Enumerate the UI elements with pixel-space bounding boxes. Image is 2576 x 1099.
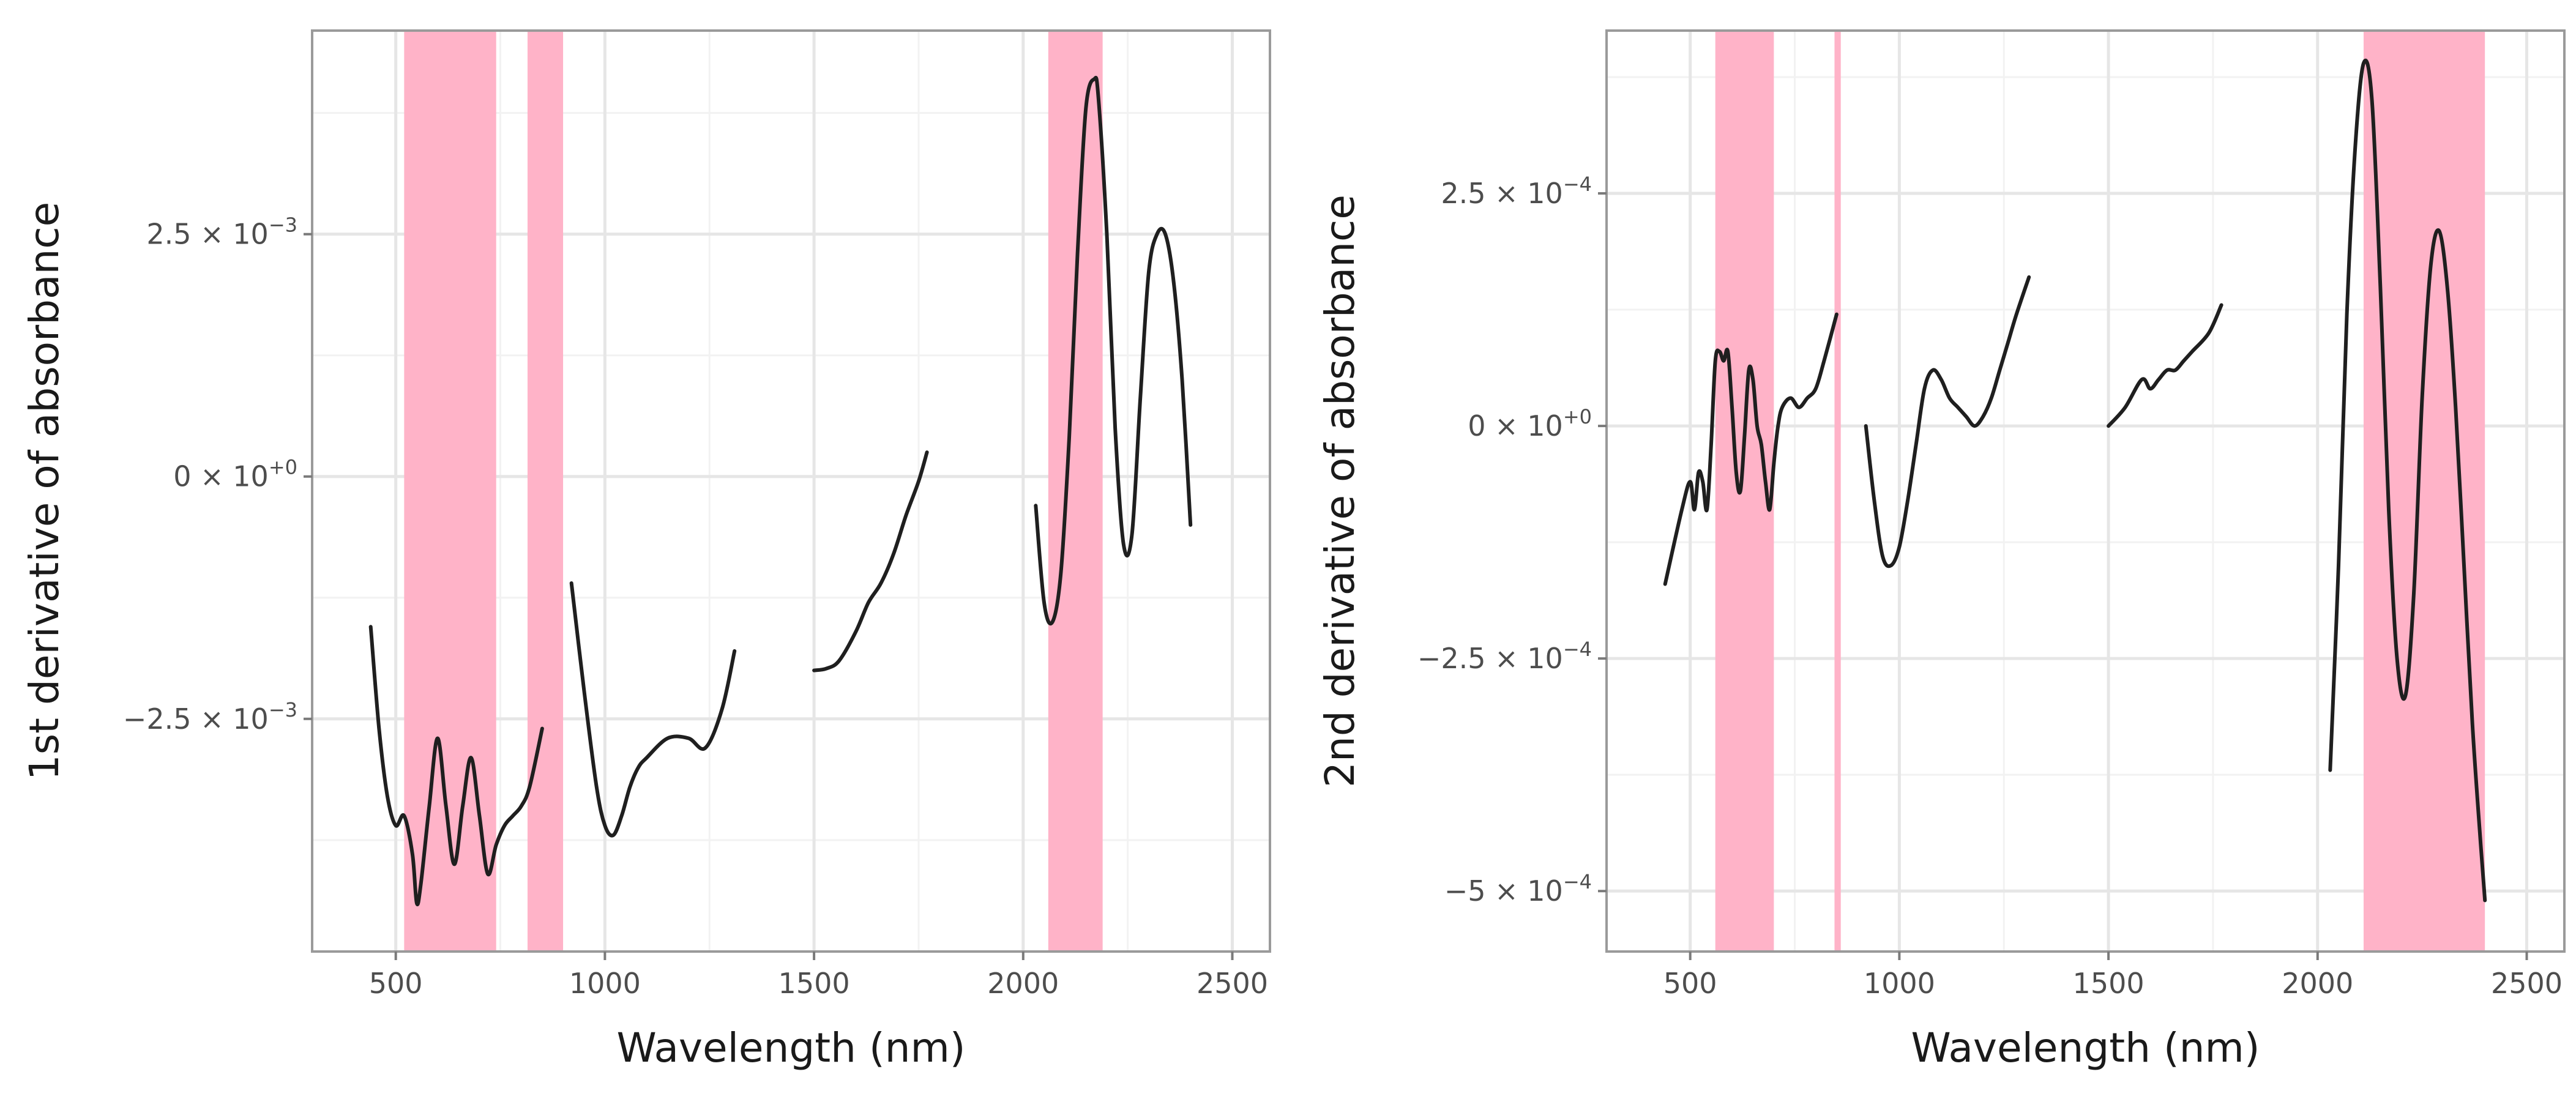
y-tick-label: 2.5 × 10−3 bbox=[146, 214, 297, 251]
y-tick-label: 0 × 10+0 bbox=[1468, 405, 1592, 442]
series-line-segment-2 bbox=[569, 581, 737, 838]
highlight-band bbox=[1715, 31, 1774, 952]
x-axis-title: Wavelength (nm) bbox=[616, 1024, 965, 1071]
panel-border bbox=[1605, 29, 2566, 953]
highlight-band bbox=[527, 31, 564, 952]
x-tick-label: 1000 bbox=[569, 967, 641, 1000]
x-axis-title: Wavelength (nm) bbox=[1911, 1024, 2260, 1071]
series-line-segment-3 bbox=[2107, 303, 2223, 428]
y-tick-label: 0 × 10+0 bbox=[173, 456, 297, 493]
y-axis-title: 1st derivative of absorbance bbox=[21, 202, 68, 780]
x-tick-label: 2500 bbox=[2491, 967, 2563, 1000]
x-tick-label: 2500 bbox=[1197, 967, 1268, 1000]
x-tick-label: 2000 bbox=[987, 967, 1059, 1000]
highlight-band bbox=[1048, 31, 1103, 952]
x-tick-label: 1500 bbox=[778, 967, 850, 1000]
series-line-segment-1 bbox=[1663, 312, 1839, 586]
series-line-segment-4 bbox=[1034, 75, 1193, 626]
x-tick-label: 1000 bbox=[1864, 967, 1935, 1000]
x-tick-label: 500 bbox=[369, 967, 423, 1000]
panel-border bbox=[311, 29, 1271, 953]
y-axis-title: 2nd derivative of absorbance bbox=[1316, 195, 1364, 788]
y-tick-label: −5 × 10−4 bbox=[1444, 870, 1592, 907]
chart-2nd-derivative: 500 1000 1500 2000 2500 −5 × 10−4 −2.5 × 10−4 0… bbox=[1316, 29, 2566, 1071]
x-tick-label: 2000 bbox=[2282, 967, 2353, 1000]
x-tick-label: 500 bbox=[1663, 967, 1717, 1000]
y-tick-label: −2.5 × 10−4 bbox=[1417, 638, 1592, 675]
highlight-band bbox=[2363, 31, 2485, 952]
series-line-segment-1 bbox=[368, 625, 544, 906]
highlight-band bbox=[404, 31, 496, 952]
y-tick-label: −2.5 × 10−3 bbox=[123, 698, 297, 736]
series-line-segment-3 bbox=[812, 450, 929, 672]
y-tick-label: 2.5 × 10−4 bbox=[1441, 173, 1592, 210]
series-line-segment-4 bbox=[2328, 58, 2487, 903]
chart-1st-derivative: 500 1000 1500 2000 2500 −2.5 × 10−3 0 × 10+0 2.… bbox=[21, 29, 1271, 1071]
x-tick-label: 1500 bbox=[2073, 967, 2145, 1000]
highlight-band bbox=[1834, 31, 1841, 952]
series-line-segment-2 bbox=[1864, 275, 2031, 568]
